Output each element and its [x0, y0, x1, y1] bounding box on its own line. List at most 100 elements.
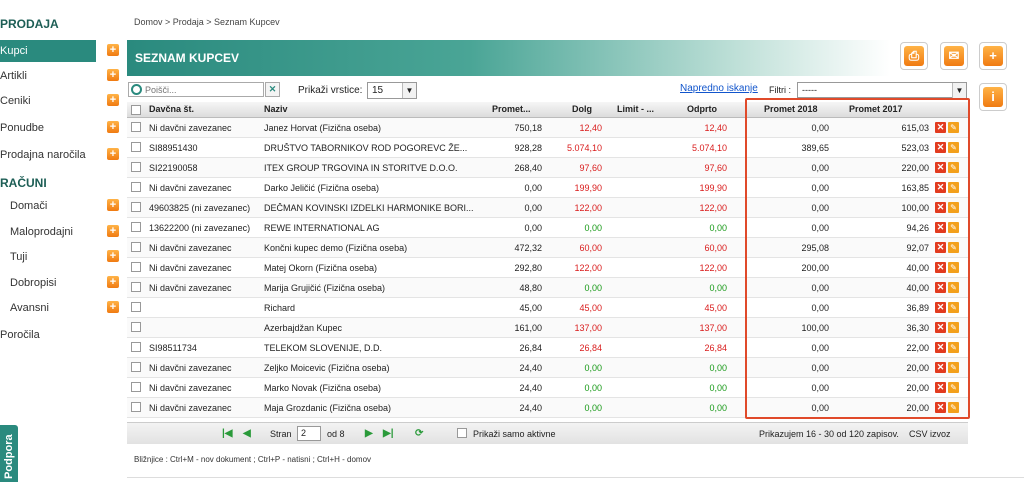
- edit-icon[interactable]: ✎: [948, 182, 959, 193]
- edit-icon[interactable]: ✎: [948, 322, 959, 333]
- advanced-search-link[interactable]: Napredno iskanje: [680, 83, 758, 94]
- filter-select[interactable]: ----- ▼: [797, 82, 967, 98]
- row-checkbox[interactable]: [131, 222, 141, 232]
- row-checkbox[interactable]: [131, 322, 141, 332]
- row-checkbox[interactable]: [131, 262, 141, 272]
- row-checkbox[interactable]: [131, 122, 141, 132]
- only-active-checkbox[interactable]: [457, 428, 467, 438]
- table-row[interactable]: 13622200 (ni zavezanec) REWE INTERNATIONA…: [127, 218, 968, 238]
- table-row[interactable]: SI98511734 TELEKOM SLOVENIJE, D.D. 26,84 26…: [127, 338, 968, 358]
- sidebar-item-artikli[interactable]: Artikli +: [0, 65, 122, 87]
- row-checkbox[interactable]: [131, 282, 141, 292]
- col-header-debt[interactable]: Dolg: [572, 104, 592, 114]
- add-button[interactable]: +: [979, 42, 1007, 70]
- delete-icon[interactable]: ✕: [935, 262, 946, 273]
- table-row[interactable]: Ni davčni zavezanec Marko Novak (Fizična …: [127, 378, 968, 398]
- edit-icon[interactable]: ✎: [948, 142, 959, 153]
- edit-icon[interactable]: ✎: [948, 122, 959, 133]
- row-checkbox[interactable]: [131, 342, 141, 352]
- edit-icon[interactable]: ✎: [948, 222, 959, 233]
- search-box[interactable]: [128, 82, 264, 97]
- delete-icon[interactable]: ✕: [935, 242, 946, 253]
- row-checkbox[interactable]: [131, 202, 141, 212]
- breadcrumb[interactable]: Domov > Prodaja > Seznam Kupcev: [134, 17, 280, 27]
- row-checkbox[interactable]: [131, 162, 141, 172]
- search-clear-button[interactable]: ✕: [265, 82, 280, 97]
- delete-icon[interactable]: ✕: [935, 202, 946, 213]
- delete-icon[interactable]: ✕: [935, 362, 946, 373]
- sidebar-item-ceniki[interactable]: Ceniki +: [0, 90, 122, 112]
- col-header-limit[interactable]: Limit - ...: [617, 104, 654, 114]
- prev-page-icon[interactable]: ◀: [243, 428, 251, 439]
- table-row[interactable]: Ni davčni zavezanec Maja Grozdanic (Fizič…: [127, 398, 968, 418]
- delete-icon[interactable]: ✕: [935, 402, 946, 413]
- add-icon[interactable]: +: [107, 121, 119, 133]
- search-input[interactable]: [145, 83, 243, 96]
- row-checkbox[interactable]: [131, 242, 141, 252]
- delete-icon[interactable]: ✕: [935, 142, 946, 153]
- col-header-tax-number[interactable]: Davčna št.: [149, 104, 195, 114]
- page-input[interactable]: 2: [297, 426, 321, 441]
- row-checkbox[interactable]: [131, 142, 141, 152]
- first-page-icon[interactable]: |◀: [222, 428, 233, 439]
- table-row[interactable]: Ni davčni zavezanec Zeljko Moicevic (Fizi…: [127, 358, 968, 378]
- add-icon[interactable]: +: [107, 94, 119, 106]
- table-row[interactable]: Richard 45,00 45,00 45,00 0,00 36,89 ✕ ✎: [127, 298, 968, 318]
- support-tab[interactable]: Podpora: [0, 425, 18, 482]
- add-icon[interactable]: +: [107, 148, 119, 160]
- sidebar-item-ponudbe[interactable]: Ponudbe +: [0, 117, 122, 139]
- row-checkbox[interactable]: [131, 402, 141, 412]
- edit-icon[interactable]: ✎: [948, 402, 959, 413]
- add-icon[interactable]: +: [107, 69, 119, 81]
- sidebar-item-kupci[interactable]: Kupci: [0, 40, 96, 62]
- delete-icon[interactable]: ✕: [935, 342, 946, 353]
- print-button[interactable]: ⎙: [900, 42, 928, 70]
- delete-icon[interactable]: ✕: [935, 182, 946, 193]
- edit-icon[interactable]: ✎: [948, 302, 959, 313]
- edit-icon[interactable]: ✎: [948, 262, 959, 273]
- table-row[interactable]: SI22190058 ITEX GROUP TRGOVINA IN STORITV…: [127, 158, 968, 178]
- edit-icon[interactable]: ✎: [948, 282, 959, 293]
- table-row[interactable]: Azerbajdžan Kupec 161,00 137,00 137,00 100,0…: [127, 318, 968, 338]
- sidebar-item-avansni[interactable]: Avansni +: [0, 297, 122, 319]
- add-icon[interactable]: +: [107, 199, 119, 211]
- col-header-turnover-2017[interactable]: Promet 2017: [849, 104, 903, 114]
- table-row[interactable]: Ni davčni zavezanec Janez Horvat (Fizična…: [127, 118, 968, 138]
- row-checkbox[interactable]: [131, 182, 141, 192]
- refresh-icon[interactable]: ⟳: [415, 428, 424, 439]
- add-icon[interactable]: +: [107, 301, 119, 313]
- table-row[interactable]: Ni davčni zavezanec Darko Jeličić (Fizičn…: [127, 178, 968, 198]
- delete-icon[interactable]: ✕: [935, 302, 946, 313]
- info-button[interactable]: i: [979, 83, 1007, 111]
- edit-icon[interactable]: ✎: [948, 202, 959, 213]
- col-header-name[interactable]: Naziv: [264, 104, 288, 114]
- delete-icon[interactable]: ✕: [935, 282, 946, 293]
- add-icon[interactable]: +: [107, 276, 119, 288]
- col-header-turnover-2018[interactable]: Promet 2018: [764, 104, 818, 114]
- edit-icon[interactable]: ✎: [948, 162, 959, 173]
- row-checkbox[interactable]: [131, 302, 141, 312]
- table-row[interactable]: Ni davčni zavezanec Marija Grujičić (Fizi…: [127, 278, 968, 298]
- delete-icon[interactable]: ✕: [935, 122, 946, 133]
- delete-icon[interactable]: ✕: [935, 322, 946, 333]
- delete-icon[interactable]: ✕: [935, 222, 946, 233]
- next-page-icon[interactable]: ▶: [365, 428, 373, 439]
- sidebar-item-dobropisi[interactable]: Dobropisi +: [0, 272, 122, 294]
- table-row[interactable]: 49603825 (ni zavezanec) DEČMAN KOVINSKI I…: [127, 198, 968, 218]
- email-button[interactable]: ✉: [940, 42, 968, 70]
- sidebar-item-domaci[interactable]: Domači +: [0, 195, 122, 217]
- add-icon[interactable]: +: [107, 44, 119, 56]
- rows-per-page-select[interactable]: 15 ▼: [367, 82, 417, 99]
- edit-icon[interactable]: ✎: [948, 342, 959, 353]
- delete-icon[interactable]: ✕: [935, 382, 946, 393]
- edit-icon[interactable]: ✎: [948, 242, 959, 253]
- row-checkbox[interactable]: [131, 382, 141, 392]
- col-header-turnover[interactable]: Promet...: [492, 104, 531, 114]
- sidebar-item-maloprodajni[interactable]: Maloprodajni +: [0, 221, 122, 243]
- edit-icon[interactable]: ✎: [948, 382, 959, 393]
- sidebar-item-tuji[interactable]: Tuji +: [0, 246, 122, 268]
- delete-icon[interactable]: ✕: [935, 162, 946, 173]
- table-row[interactable]: Ni davčni zavezanec Končni kupec demo (Fi…: [127, 238, 968, 258]
- sidebar-item-porocila[interactable]: Poročila: [0, 324, 122, 346]
- add-icon[interactable]: +: [107, 250, 119, 262]
